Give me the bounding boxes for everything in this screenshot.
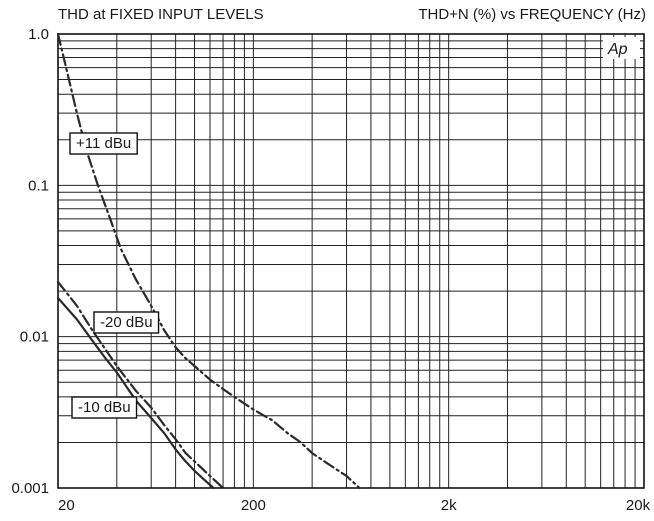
annotation-box (93, 311, 160, 334)
chart-title-left: THD at FIXED INPUT LEVELS (58, 6, 264, 23)
x-tick-label: 20 (58, 497, 75, 514)
annotation-text: -20 dBu (100, 314, 153, 331)
brand-backdrop (603, 37, 640, 59)
y-tick-label: 0.001 (11, 480, 49, 497)
annotation-label: -10 dBu (71, 396, 138, 419)
series-layer (56, 32, 361, 490)
y-tick-label: 1.0 (28, 26, 49, 43)
annotation-text: -10 dBu (78, 399, 131, 416)
annotation-label: +11 dBu (69, 132, 138, 155)
x-tick-label: 20k (626, 497, 651, 514)
brand-layer: Ap (603, 37, 640, 59)
series-line-20-dbu (56, 280, 225, 490)
series-line-11-dbu (56, 32, 361, 490)
ap-logo-text: Ap (607, 41, 628, 58)
annotation-label: -20 dBu (93, 311, 160, 334)
y-tick-label: 0.1 (28, 177, 49, 194)
x-tick-label: 2k (441, 497, 457, 514)
chart-title-right: THD+N (%) vs FREQUENCY (Hz) (418, 6, 646, 23)
annotation-layer: +11 dBu -20 dBu -10 dBu (69, 132, 160, 419)
series-line-10-dbu (56, 296, 215, 490)
x-tick-label: 200 (241, 497, 266, 514)
y-tick-label: 0.01 (20, 329, 49, 346)
annotation-box (69, 132, 138, 155)
grid (57, 33, 645, 489)
annotation-text: +11 dBu (76, 135, 131, 152)
plot-frame (57, 33, 645, 489)
annotation-box (71, 396, 138, 419)
tick-labels: 20 200 2k 20k 1.0 0.1 0.01 0.001 (11, 26, 650, 514)
